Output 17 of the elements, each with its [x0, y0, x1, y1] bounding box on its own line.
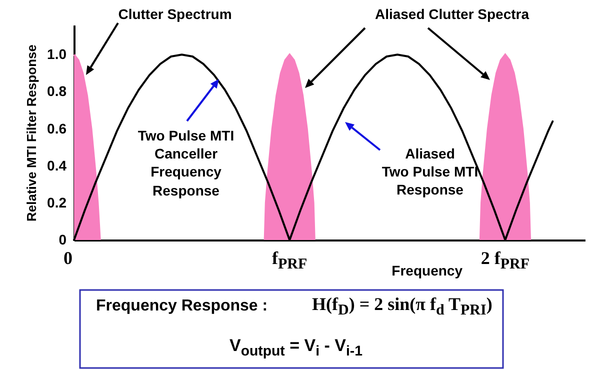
y-tick-label: 0.6	[47, 120, 67, 136]
x-axis-title: Frequency	[392, 262, 463, 278]
text: Aliased Clutter Spectra	[374, 4, 530, 24]
x-tick-label: 2 f$_{PRF}$	[480, 248, 530, 274]
y-tick-label: 1.0	[47, 46, 67, 62]
text: Clutter Spectrum	[118, 4, 232, 24]
y-tick-label: 0	[58, 232, 67, 248]
text: H(f$_{D}$) = 2 sin(π f$_{d}$ T$_{PRI}$)	[312, 292, 492, 321]
annotation: Aliased Two Pulse MTI Response	[382, 144, 478, 200]
annotation: Two Pulse MTI Canceller Frequency Response	[138, 126, 234, 200]
x-tick-label: f$_{PRF}$	[272, 248, 308, 274]
text: V$_{output}$ = V$_{i}$ - V$_{i-1}$	[229, 335, 363, 361]
y-tick-label: 0.2	[47, 194, 67, 210]
text: Frequency Response :	[96, 296, 268, 317]
y-tick-label: 0.8	[47, 83, 67, 100]
y-axis-title: Relative MTI Filter Response	[24, 44, 40, 222]
y-tick-label: 0.4	[47, 157, 67, 174]
